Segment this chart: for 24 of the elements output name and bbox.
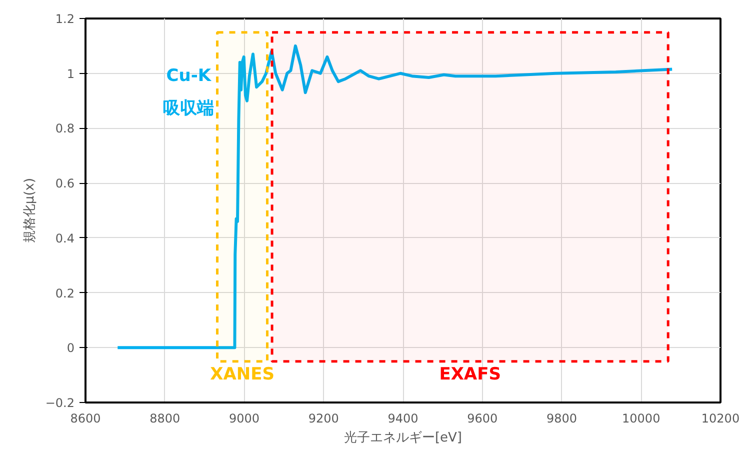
y-tick-label: 0 <box>66 341 75 356</box>
y-tick-label: 0.4 <box>55 231 75 246</box>
line-series <box>116 44 674 350</box>
y-tick-label: 0.8 <box>55 122 75 136</box>
annotation: Cu-K <box>166 66 212 86</box>
band-label: XANES <box>210 364 274 384</box>
x-tick-label: 10000 <box>622 412 660 426</box>
x-axis-title: 光子エネルギー[eV] <box>344 430 462 446</box>
annotation: 吸収端 <box>163 98 214 119</box>
y-tick-label: 0.6 <box>55 176 75 191</box>
x-tick-label: 9200 <box>308 412 339 426</box>
x-tick-label: 8800 <box>150 412 180 426</box>
y-tick-label: 0.2 <box>55 286 75 300</box>
x-tick-label: 9600 <box>467 412 498 426</box>
x-tick-label: 9800 <box>546 412 578 426</box>
band-label: EXAFS <box>439 364 501 384</box>
x-tick-label: 8600 <box>70 412 101 426</box>
y-axis-title: 規格化μ(x) <box>22 178 38 244</box>
x-tick-label: 9000 <box>228 412 260 426</box>
x-tick-label: 10200 <box>701 412 740 426</box>
y-tick-label: 1 <box>66 66 75 81</box>
y-tick-label: −0.2 <box>45 396 74 410</box>
x-tick-label: 9400 <box>388 412 418 426</box>
y-tick-label: 1.2 <box>55 12 75 26</box>
